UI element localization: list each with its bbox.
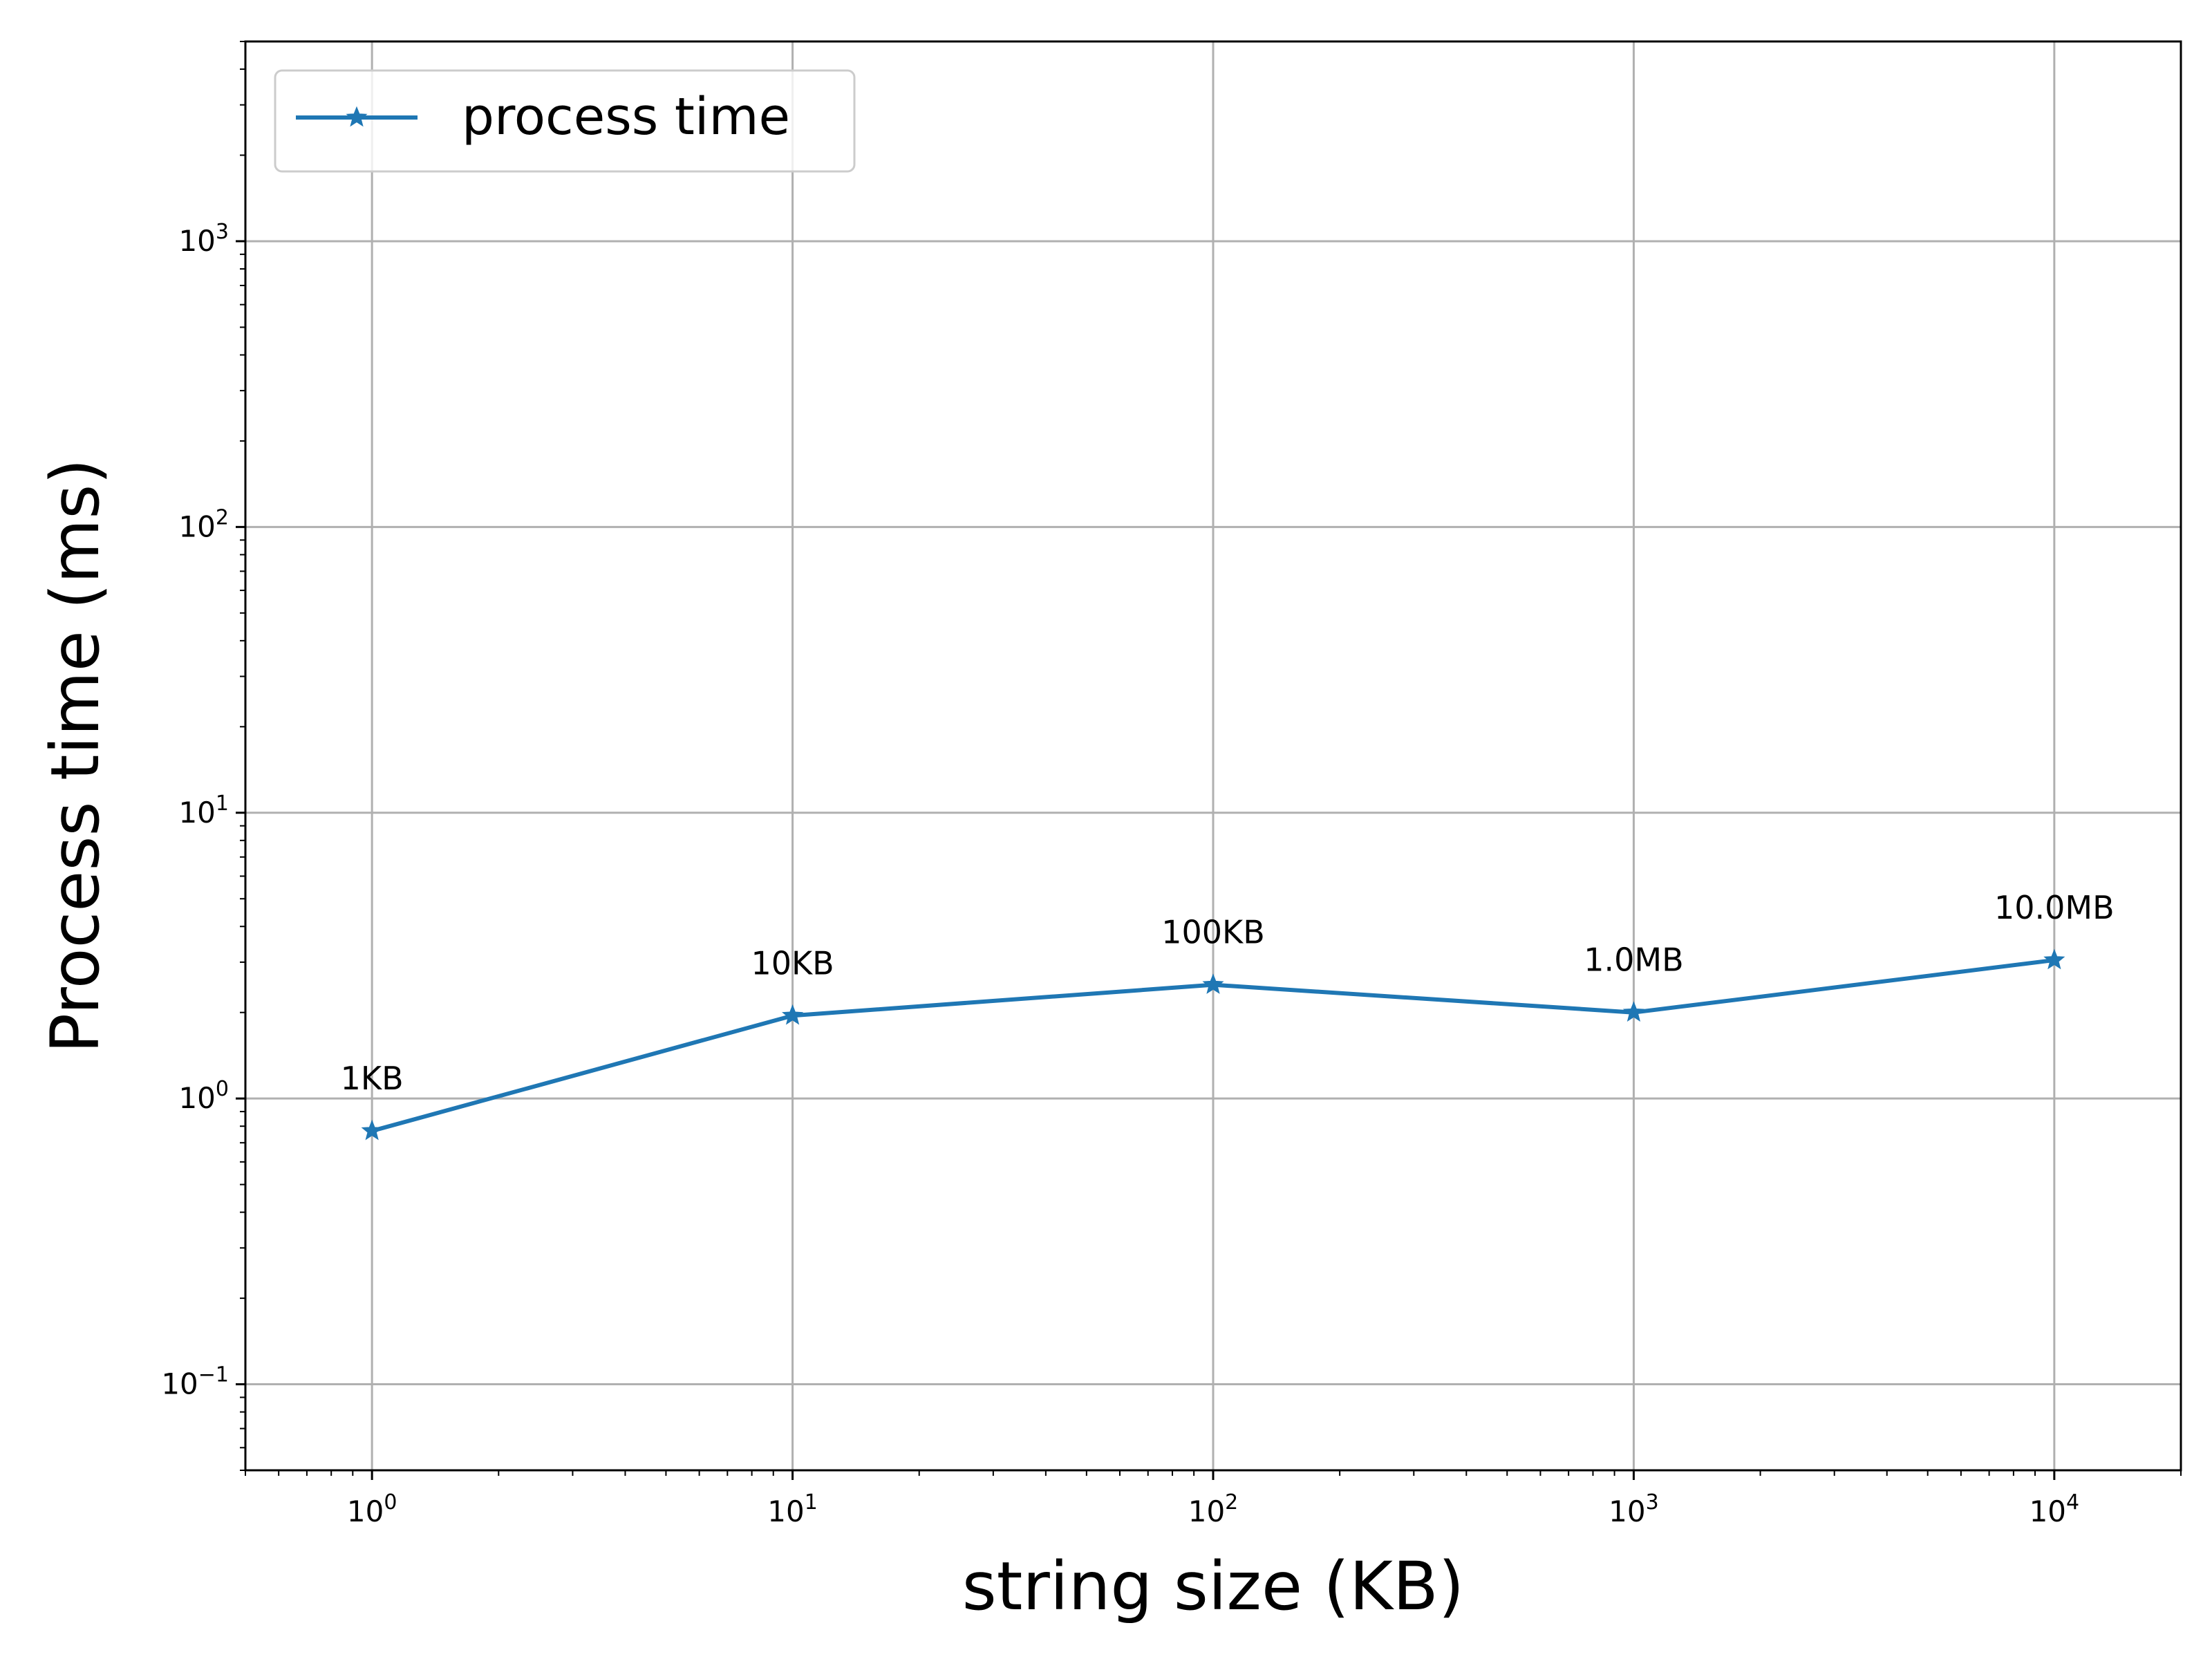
- data-point-label: 10KB: [751, 944, 834, 982]
- data-point-label: 1.0MB: [1584, 941, 1683, 979]
- series-process-time: 1KB 10KB 100KB 1.0MB 10.0MB: [341, 889, 2115, 1141]
- y-tick-label: 101: [178, 791, 229, 830]
- x-tick-label: 103: [1609, 1490, 1659, 1528]
- y-tick-label: 103: [178, 220, 229, 258]
- x-axis-title: string size (KB): [962, 1548, 1464, 1625]
- data-point-label: 100KB: [1161, 914, 1265, 951]
- y-tick-label: 100: [178, 1077, 229, 1115]
- major-ticks: 100 101 102 103 104 10−1 100 101 102 103: [161, 220, 2079, 1528]
- data-point-label: 1KB: [341, 1060, 404, 1097]
- x-tick-label: 100: [347, 1490, 397, 1528]
- data-point-marker: [361, 1119, 383, 1141]
- x-tick-label: 102: [1188, 1490, 1239, 1528]
- data-point-marker: [782, 1004, 804, 1025]
- grid: [245, 41, 2181, 1470]
- x-tick-label: 104: [2030, 1490, 2080, 1528]
- legend: process time: [274, 69, 856, 173]
- plot-frame: [244, 40, 2182, 1472]
- y-tick-label: 10−1: [161, 1363, 229, 1401]
- legend-label: process time: [462, 87, 790, 147]
- data-point-marker: [1202, 973, 1224, 994]
- data-point-marker: [1622, 1001, 1644, 1022]
- legend-box: [274, 69, 856, 173]
- legend-marker: [346, 106, 368, 127]
- y-tick-label: 102: [178, 505, 229, 543]
- y-axis-title: Process time (ms): [37, 458, 114, 1053]
- data-point-marker: [2043, 948, 2065, 970]
- data-point-label: 10.0MB: [1994, 889, 2115, 926]
- x-tick-label: 101: [767, 1490, 818, 1528]
